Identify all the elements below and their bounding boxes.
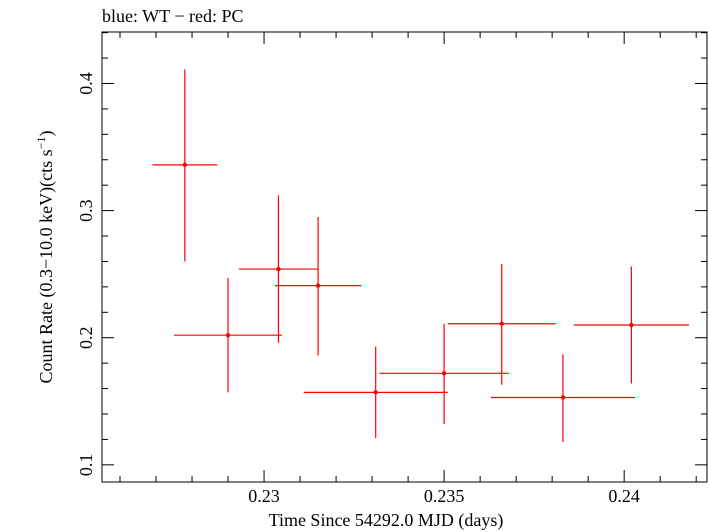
series-group [152,69,689,442]
data-point [315,283,321,288]
y-axis-title-end: ) [36,131,57,137]
data-point [373,390,378,395]
data-point [629,322,634,328]
x-tick-label: 0.235 [424,486,465,506]
data-point [276,266,281,272]
x-axis-title: Time Since 54292.0 MJD (days) [269,510,504,531]
y-axis-title: Count Rate (0.3−10.0 keV)(cts s−1) [34,131,57,384]
plot-frame [101,31,708,483]
y-axis-title-superscript: −1 [34,137,48,150]
data-point [225,332,231,338]
data-series [152,69,689,442]
data-point [441,371,447,376]
y-axis-title-main: Count Rate (0.3−10.0 keV)(cts s [36,149,57,383]
y-tick-label: 0.3 [76,199,96,222]
x-tick-label: 0.24 [608,486,640,506]
y-tick-label: 0.2 [76,326,96,349]
y-tick-label: 0.4 [76,72,96,95]
data-point [182,162,188,168]
axis-ticks [102,32,707,482]
x-tick-label: 0.23 [248,486,280,506]
axis-tick-labels: 0.23 0.235 0.24 0.1 0.2 0.3 0.4 [76,72,640,506]
data-point [560,395,566,400]
y-tick-label: 0.1 [76,454,96,477]
chart-title: blue: WT − red: PC [102,6,243,26]
data-point [499,321,504,326]
